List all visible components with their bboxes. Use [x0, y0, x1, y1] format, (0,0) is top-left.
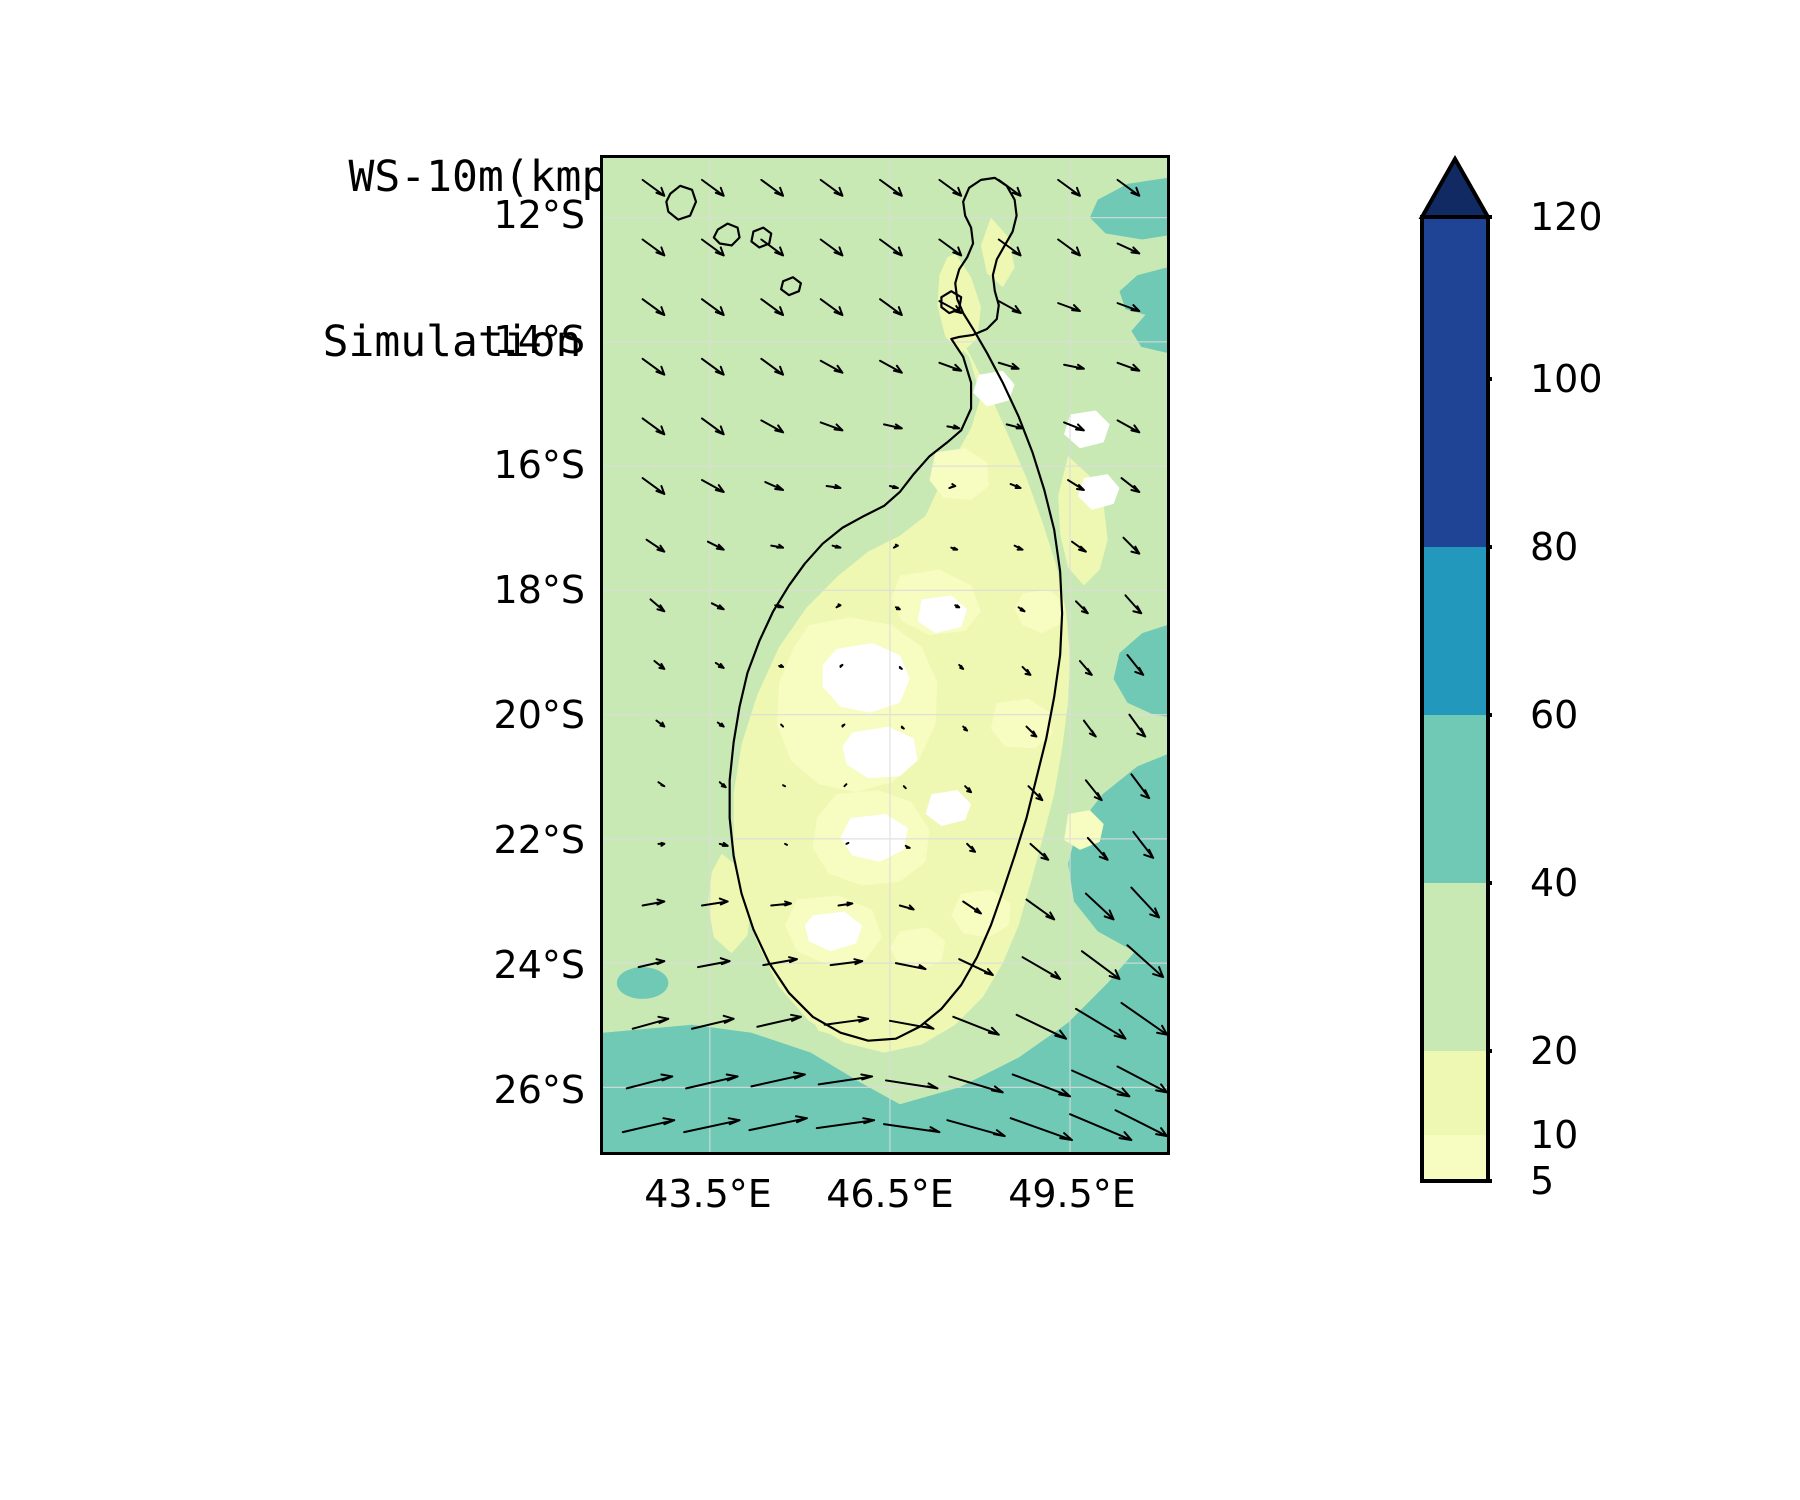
ytick-label-24S: 24°S — [493, 943, 585, 987]
cbar-tick-60: 60 — [1530, 693, 1579, 737]
colorbar — [1418, 155, 1492, 1185]
wind-speed-map — [603, 158, 1167, 1152]
ytick-label-22S: 22°S — [493, 818, 585, 862]
xtick-label-43-5E: 43.5°E — [644, 1172, 772, 1216]
xtick-label-46-5E: 46.5°E — [826, 1172, 954, 1216]
map-plot-area — [600, 155, 1170, 1155]
cbar-tick-80: 80 — [1530, 525, 1579, 569]
xtick-label-49-5E: 49.5°E — [1008, 1172, 1136, 1216]
cbar-tick-5: 5 — [1530, 1159, 1555, 1203]
cbar-tick-40: 40 — [1530, 861, 1579, 905]
ytick-label-18S: 18°S — [493, 568, 585, 612]
cbar-tick-10: 10 — [1530, 1113, 1579, 1157]
ytick-label-12S: 12°S — [493, 193, 585, 237]
ytick-label-26S: 26°S — [493, 1068, 585, 1112]
colorbar-svg — [1418, 155, 1492, 1183]
ytick-label-16S: 16°S — [493, 443, 585, 487]
cbar-tick-120: 120 — [1530, 195, 1603, 239]
cbar-tick-100: 100 — [1530, 357, 1603, 401]
colorbar-extend-arrow — [1422, 159, 1488, 217]
ytick-label-20S: 20°S — [493, 693, 585, 737]
ytick-label-14S: 14°S — [493, 318, 585, 362]
wind-arrow-field — [621, 178, 1167, 1142]
cbar-tick-20: 20 — [1530, 1029, 1579, 1073]
